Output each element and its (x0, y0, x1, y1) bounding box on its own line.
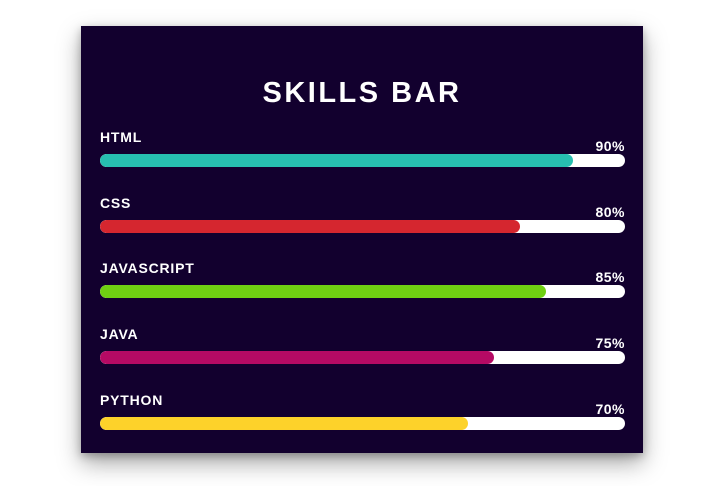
skill-percent: 85% (595, 269, 625, 285)
progress-track (100, 285, 625, 298)
skill-name: JAVASCRIPT (100, 260, 195, 276)
progress-fill (100, 351, 494, 364)
progress-track (100, 417, 625, 430)
skill-percent: 80% (595, 204, 625, 220)
progress-track (100, 220, 625, 233)
skill-percent: 70% (595, 401, 625, 417)
skills-card: SKILLS BAR HTML 90% CSS 80% JAVASCRIPT 8… (81, 26, 643, 453)
skill-css: CSS 80% (100, 195, 625, 245)
skill-name: CSS (100, 195, 132, 211)
progress-track (100, 351, 625, 364)
skill-percent: 75% (595, 335, 625, 351)
skill-java: JAVA 75% (100, 326, 625, 376)
skill-name: PYTHON (100, 392, 164, 408)
skill-javascript: JAVASCRIPT 85% (100, 260, 625, 310)
skill-percent: 90% (595, 138, 625, 154)
skill-python: PYTHON 70% (100, 392, 625, 442)
progress-fill (100, 220, 520, 233)
card-title: SKILLS BAR (262, 77, 462, 109)
skill-html: HTML 90% (100, 129, 625, 179)
skill-name: HTML (100, 129, 143, 145)
progress-fill (100, 285, 547, 298)
progress-fill (100, 154, 573, 167)
progress-track (100, 154, 625, 167)
skill-name: JAVA (100, 326, 139, 342)
progress-fill (100, 417, 468, 430)
